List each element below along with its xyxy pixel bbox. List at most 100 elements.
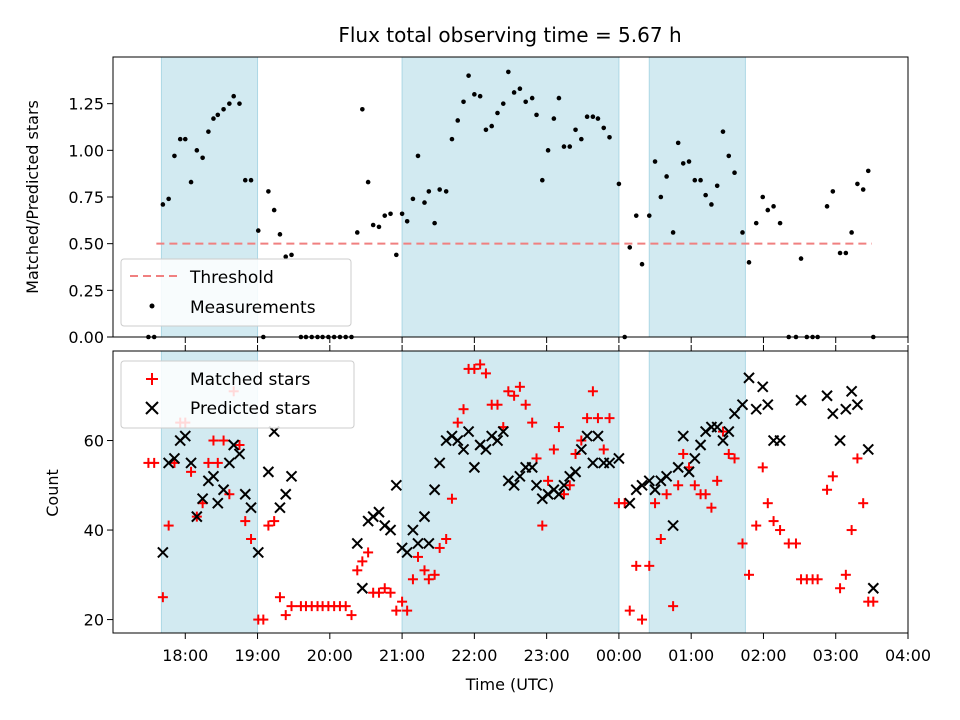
predicted-star-point (191, 510, 203, 523)
predicted-star-point (867, 582, 880, 594)
matched-star-point (373, 587, 384, 598)
matched-star-point (246, 534, 257, 544)
measurement-point (242, 177, 248, 183)
predicted-star-point (683, 466, 695, 478)
measurement-point (194, 148, 200, 153)
measurement-point (443, 189, 449, 194)
matched-star-point (768, 516, 779, 527)
matched-star-point (391, 605, 402, 616)
measurement-point (658, 194, 664, 200)
measurement-point (382, 213, 388, 218)
matched-star-point (757, 462, 768, 473)
predicted-star-point (433, 457, 446, 469)
x-tick-label: 22:00 (451, 646, 497, 665)
matched-star-point (712, 475, 723, 486)
measurement-point (627, 245, 633, 250)
measurement-point (449, 136, 455, 142)
predicted-star-point (407, 524, 419, 536)
measurement-point (360, 106, 365, 112)
predicted-star-point (351, 537, 363, 550)
matched-star-point (835, 583, 846, 594)
x-tick-label: 00:00 (596, 646, 642, 665)
predicted-star-point (575, 443, 588, 456)
measurement-point (798, 256, 804, 261)
measurement-point (855, 181, 860, 187)
measurement-point (675, 140, 681, 146)
predicted-star-point (185, 457, 197, 469)
top-legend: Threshold Measurements (120, 258, 352, 327)
predicted-star-point (834, 434, 846, 447)
matched-star-point (655, 534, 666, 544)
predicted-star-point (285, 470, 298, 483)
y-tick-label: 0.25 (68, 281, 104, 300)
shaded-interval (648, 350, 746, 634)
matched-star-point (762, 498, 773, 509)
measurement-point (289, 252, 294, 258)
predicted-star-point (457, 443, 470, 456)
matched-star-point (212, 457, 223, 468)
matched-star-point (157, 592, 168, 603)
measurement-point (670, 230, 676, 235)
measurement-point (495, 110, 500, 116)
measurement-point (765, 207, 771, 213)
predicted-star-point (452, 434, 464, 447)
matched-star-point (446, 493, 457, 504)
y-tick-label: 1.25 (68, 95, 104, 114)
matched-star-point (812, 574, 823, 585)
matched-star-point (827, 471, 838, 482)
measurement-point (277, 232, 283, 237)
measurement-point (556, 95, 562, 101)
x-tick-label: 02:00 (740, 646, 786, 665)
measurement-point (461, 99, 466, 105)
matched-star-point (357, 556, 368, 567)
measurement-point (824, 204, 830, 209)
predicted-star-point (581, 430, 593, 442)
measurement-point (561, 144, 567, 149)
predicted-star-point (227, 439, 240, 451)
matched-star-point (363, 547, 374, 558)
measurement-point (410, 196, 416, 202)
matched-star-point (379, 583, 390, 594)
matched-star-point (619, 498, 630, 509)
measurement-point (177, 136, 183, 142)
predicted-star-point (207, 470, 220, 483)
matched-star-point (868, 596, 879, 607)
matched-star-point (564, 480, 575, 491)
legend-predicted-label: Predicted stars (190, 399, 317, 419)
predicted-star-point (558, 479, 570, 491)
matched-star-point (604, 413, 615, 424)
measurement-point (370, 222, 376, 228)
predicted-star-point (643, 475, 655, 487)
matched-star-point (492, 399, 503, 410)
measurement-point (830, 189, 836, 194)
measurement-point (211, 116, 216, 121)
matched-star-point (224, 489, 235, 500)
shaded-interval (401, 56, 620, 338)
predicted-star-point (462, 425, 475, 438)
x-tick-label: 23:00 (524, 646, 570, 665)
matched-star-point (208, 435, 219, 446)
matched-star-point (689, 480, 700, 491)
matched-star-point (717, 426, 728, 437)
matched-star-point (352, 565, 363, 576)
predicted-star-point (274, 501, 286, 514)
matched-star-point (263, 520, 274, 531)
measurement-point (472, 92, 477, 97)
predicted-star-point (750, 403, 762, 415)
predicted-star-point (736, 399, 749, 411)
y-tick-label: 40 (84, 521, 104, 540)
matched-star-point (637, 614, 648, 625)
predicted-star-point (592, 430, 604, 442)
matched-star-point (678, 448, 689, 459)
matched-star-point (346, 610, 357, 621)
legend-threshold-label: Threshold (189, 268, 274, 288)
measurement-point (283, 254, 289, 260)
predicted-star-point (636, 479, 648, 491)
predicted-star-point (862, 443, 874, 456)
shaded-interval (401, 350, 620, 634)
x-tick-label: 20:00 (307, 646, 353, 665)
matched-star-point (412, 551, 423, 562)
predicted-star-point (384, 524, 397, 536)
measurement-point (652, 159, 658, 164)
predicted-star-point (239, 488, 251, 500)
